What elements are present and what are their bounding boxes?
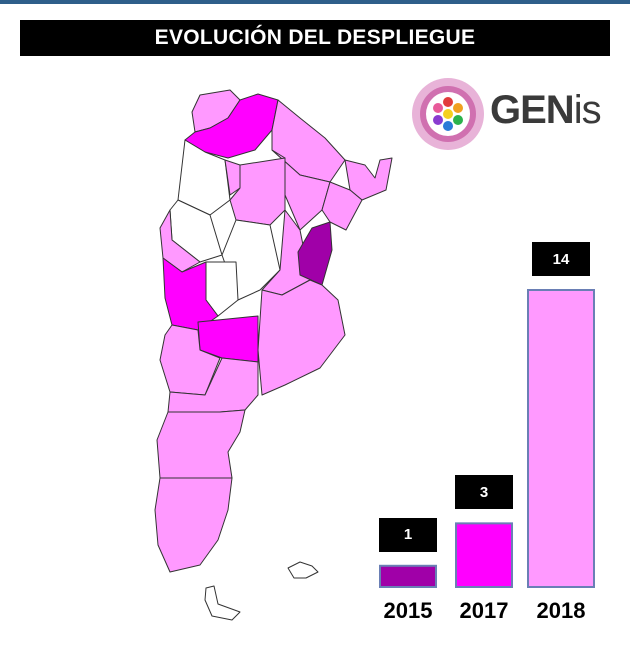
province-mendoza (162, 257, 219, 331)
province-buenosaires (257, 279, 346, 396)
bar-2015 (379, 564, 437, 588)
tick-label-2018: 2018 (536, 598, 586, 623)
province-corrientes (321, 181, 363, 231)
logo-text-main: GEN (490, 88, 575, 132)
bar-chart (379, 289, 595, 588)
logo-text-suffix: is (573, 88, 602, 132)
province-entrerios (297, 221, 333, 286)
province-tierradelfuego (204, 585, 241, 621)
page-title-text: EVOLUCIÓN DEL DESPLIEGUE (154, 26, 476, 49)
islas-malvinas (287, 561, 319, 579)
hexagon-cluster-icon (412, 78, 484, 150)
value-label-2017: 3 (455, 475, 513, 510)
tick-label-2017: 2017 (459, 598, 509, 623)
page-title: EVOLUCIÓN DEL DESPLIEGUE (20, 20, 610, 56)
top-accent-line (0, 0, 630, 4)
province-chubut (156, 409, 246, 479)
bar-2018 (527, 289, 595, 588)
logo-text: GENis (490, 88, 602, 133)
bar-2017 (455, 522, 513, 588)
province-salta (184, 93, 279, 159)
genis-logo: GENis (408, 74, 608, 154)
value-label-2018: 14 (532, 242, 590, 276)
value-label-2015: 1 (379, 517, 437, 552)
tick-label-2015: 2015 (383, 598, 433, 623)
province-santacruz (154, 477, 233, 573)
